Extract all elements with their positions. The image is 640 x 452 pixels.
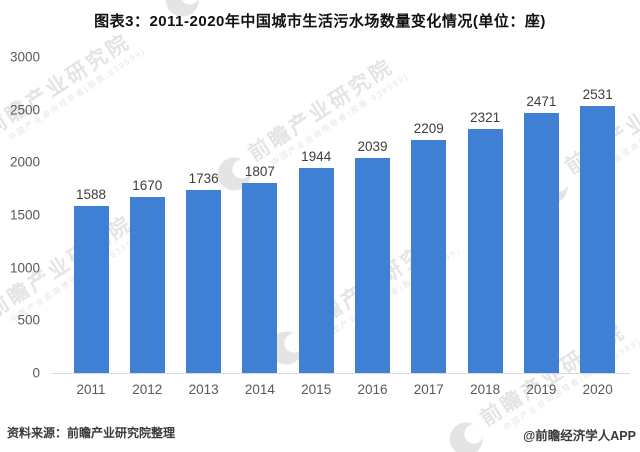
bar-value-label: 2471 (526, 93, 557, 109)
y-tick-label: 2000 (9, 154, 40, 170)
x-tick-label: 2013 (188, 382, 219, 397)
bar (242, 182, 278, 373)
bar (523, 112, 559, 373)
bar (298, 168, 334, 373)
bar-value-label: 2209 (413, 121, 444, 137)
bar-value-label: 2531 (582, 87, 613, 103)
x-axis-line (52, 373, 630, 374)
bar-value-label: 2039 (357, 139, 388, 155)
bar-value-label: 1670 (132, 178, 163, 194)
bar (355, 158, 390, 373)
x-tick-label: 2011 (76, 382, 106, 397)
y-tick-label: 1000 (9, 260, 40, 276)
bar-value-label: 1736 (188, 171, 219, 187)
x-tick-label: 2014 (244, 382, 275, 397)
y-tick-label: 500 (17, 312, 40, 328)
bar (411, 140, 447, 373)
bar (73, 205, 109, 373)
x-tick-label: 2012 (132, 382, 163, 397)
bar-value-label: 1588 (75, 186, 107, 202)
bar-value-label: 1944 (301, 149, 332, 165)
x-tick-label: 2019 (526, 382, 557, 397)
bar-value-label: 2321 (470, 109, 501, 125)
y-tick-label: 0 (32, 365, 40, 381)
bar (580, 106, 616, 373)
x-tick-label: 2016 (357, 382, 388, 397)
bar (129, 197, 165, 373)
credit-text: @前瞻经济学人APP (523, 429, 636, 443)
y-tick-label: 2500 (9, 102, 40, 118)
source-text: 资料来源：前瞻产业研究院整理 (7, 426, 176, 440)
bar (186, 190, 222, 373)
bar-value-label: 1807 (244, 163, 275, 179)
x-tick-label: 2017 (413, 382, 444, 397)
y-tick-label: 1500 (9, 207, 40, 223)
y-tick-label: 3000 (9, 49, 40, 65)
x-tick-label: 2018 (470, 382, 501, 397)
chart-title: 图表3：2011-2020年中国城市生活污水场数量变化情况(单位：座) (94, 13, 546, 30)
x-tick-label: 2020 (582, 382, 613, 397)
bar (467, 128, 503, 373)
x-tick-label: 2015 (301, 382, 332, 397)
